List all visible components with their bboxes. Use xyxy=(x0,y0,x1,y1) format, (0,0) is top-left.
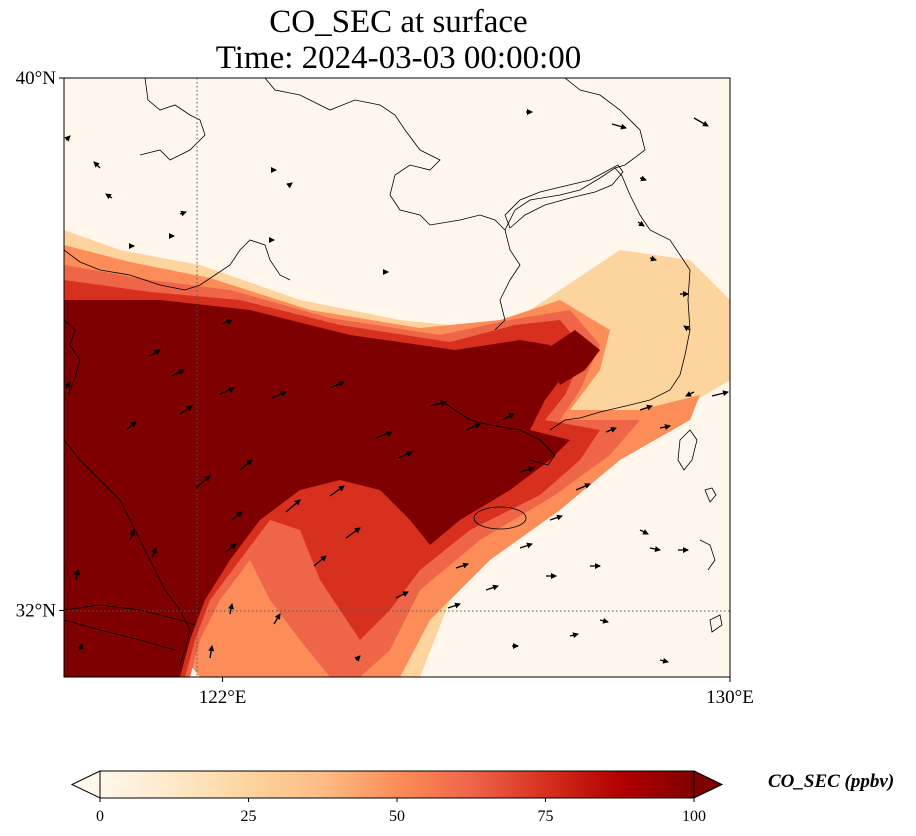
colorbar-ticks: 0 25 50 75 100 xyxy=(96,798,706,825)
colorbar-tick-label: 25 xyxy=(241,808,257,825)
x-axis-ticks: 122°E 130°E xyxy=(199,677,754,708)
wind-arrow xyxy=(455,562,469,569)
wind-arrow xyxy=(611,123,627,130)
wind-arrow xyxy=(273,613,281,625)
wind-arrow xyxy=(93,161,101,169)
wind-arrow xyxy=(271,391,287,399)
wind-arrow xyxy=(395,591,409,599)
colorbar-gradient xyxy=(100,771,694,798)
wind-arrow xyxy=(221,319,233,325)
wind-arrow xyxy=(639,175,647,182)
wind-arrow xyxy=(693,117,709,127)
country-border xyxy=(504,164,624,229)
wind-arrow xyxy=(231,511,243,521)
wind-arrow xyxy=(179,405,193,415)
wind-arrow xyxy=(345,527,361,539)
wind-arrow xyxy=(465,423,481,431)
wind-arrow xyxy=(208,645,215,659)
wind-arrow xyxy=(228,603,234,615)
x-tick-label: 130°E xyxy=(706,687,754,708)
wind-arrow xyxy=(329,485,345,497)
wind-arrow xyxy=(501,413,515,421)
wind-arrow xyxy=(64,135,71,142)
wind-arrow xyxy=(151,547,157,559)
wind-arrow xyxy=(659,424,671,430)
wind-arrow xyxy=(105,193,113,200)
wind-arrow xyxy=(313,555,327,567)
y-axis-ticks: 32°N 40°N xyxy=(16,68,64,621)
wind-arrow xyxy=(329,381,345,389)
wind-arrow xyxy=(685,391,695,397)
wind-arrow xyxy=(519,466,535,473)
colorbar-tick-label: 75 xyxy=(538,808,554,825)
wind-arrow xyxy=(599,617,609,624)
colorbar-label: CO_SEC (ppbv) xyxy=(768,771,894,792)
wind-arrow xyxy=(447,602,461,609)
x-tick-label: 122°E xyxy=(199,687,247,708)
co-concentration-field xyxy=(64,230,730,677)
wind-arrow xyxy=(429,400,447,407)
wind-arrow xyxy=(225,543,237,553)
wind-arrow xyxy=(639,404,653,411)
wind-arrow xyxy=(711,390,729,397)
wind-arrow xyxy=(285,499,301,513)
wind-arrow xyxy=(179,210,187,217)
wind-arrow xyxy=(375,430,393,439)
map-title-line-1: CO_SEC at surface xyxy=(269,4,528,40)
map-frame xyxy=(63,77,731,678)
wind-arrow xyxy=(732,196,738,200)
wind-arrow xyxy=(171,369,185,377)
coastlines xyxy=(64,78,723,666)
wind-vectors xyxy=(64,109,738,664)
wind-arrow xyxy=(485,584,499,591)
wind-arrow xyxy=(77,643,84,651)
wind-arrow xyxy=(74,569,80,581)
map-title-line-2: Time: 2024-03-03 00:00:00 xyxy=(215,40,582,76)
wind-arrow xyxy=(549,514,563,521)
wind-arrow xyxy=(195,475,211,489)
wind-arrow xyxy=(519,542,533,549)
y-tick-label: 40°N xyxy=(16,68,57,89)
wind-arrow xyxy=(397,451,413,459)
y-tick-label: 32°N xyxy=(16,600,57,621)
wind-arrow xyxy=(125,421,137,431)
colorbar-extend-max xyxy=(693,770,724,799)
wind-arrow xyxy=(649,546,661,552)
wind-arrow xyxy=(149,349,161,357)
wind-arrow xyxy=(639,529,649,535)
colorbar-tick-label: 100 xyxy=(682,808,706,825)
wind-arrow xyxy=(286,182,293,189)
wind-arrow xyxy=(575,483,591,491)
wind-arrow xyxy=(239,459,253,471)
wind-arrow xyxy=(64,381,71,389)
colorbar: 0 25 50 75 100 CO_SEC (ppbv) xyxy=(70,770,894,825)
map-plot-area xyxy=(64,78,738,677)
wind-arrow xyxy=(129,529,135,541)
wind-arrow xyxy=(659,657,669,664)
wind-arrow xyxy=(219,387,235,395)
wind-arrow xyxy=(649,255,657,262)
colorbar-tick-label: 50 xyxy=(389,808,405,825)
wind-arrow xyxy=(605,427,617,433)
colorbar-tick-label: 0 xyxy=(96,808,104,825)
colorbar-extend-min xyxy=(70,770,101,799)
wind-arrow xyxy=(683,325,691,332)
wind-arrow xyxy=(354,655,361,662)
wind-arrow xyxy=(569,632,579,639)
wind-arrow xyxy=(637,220,645,227)
